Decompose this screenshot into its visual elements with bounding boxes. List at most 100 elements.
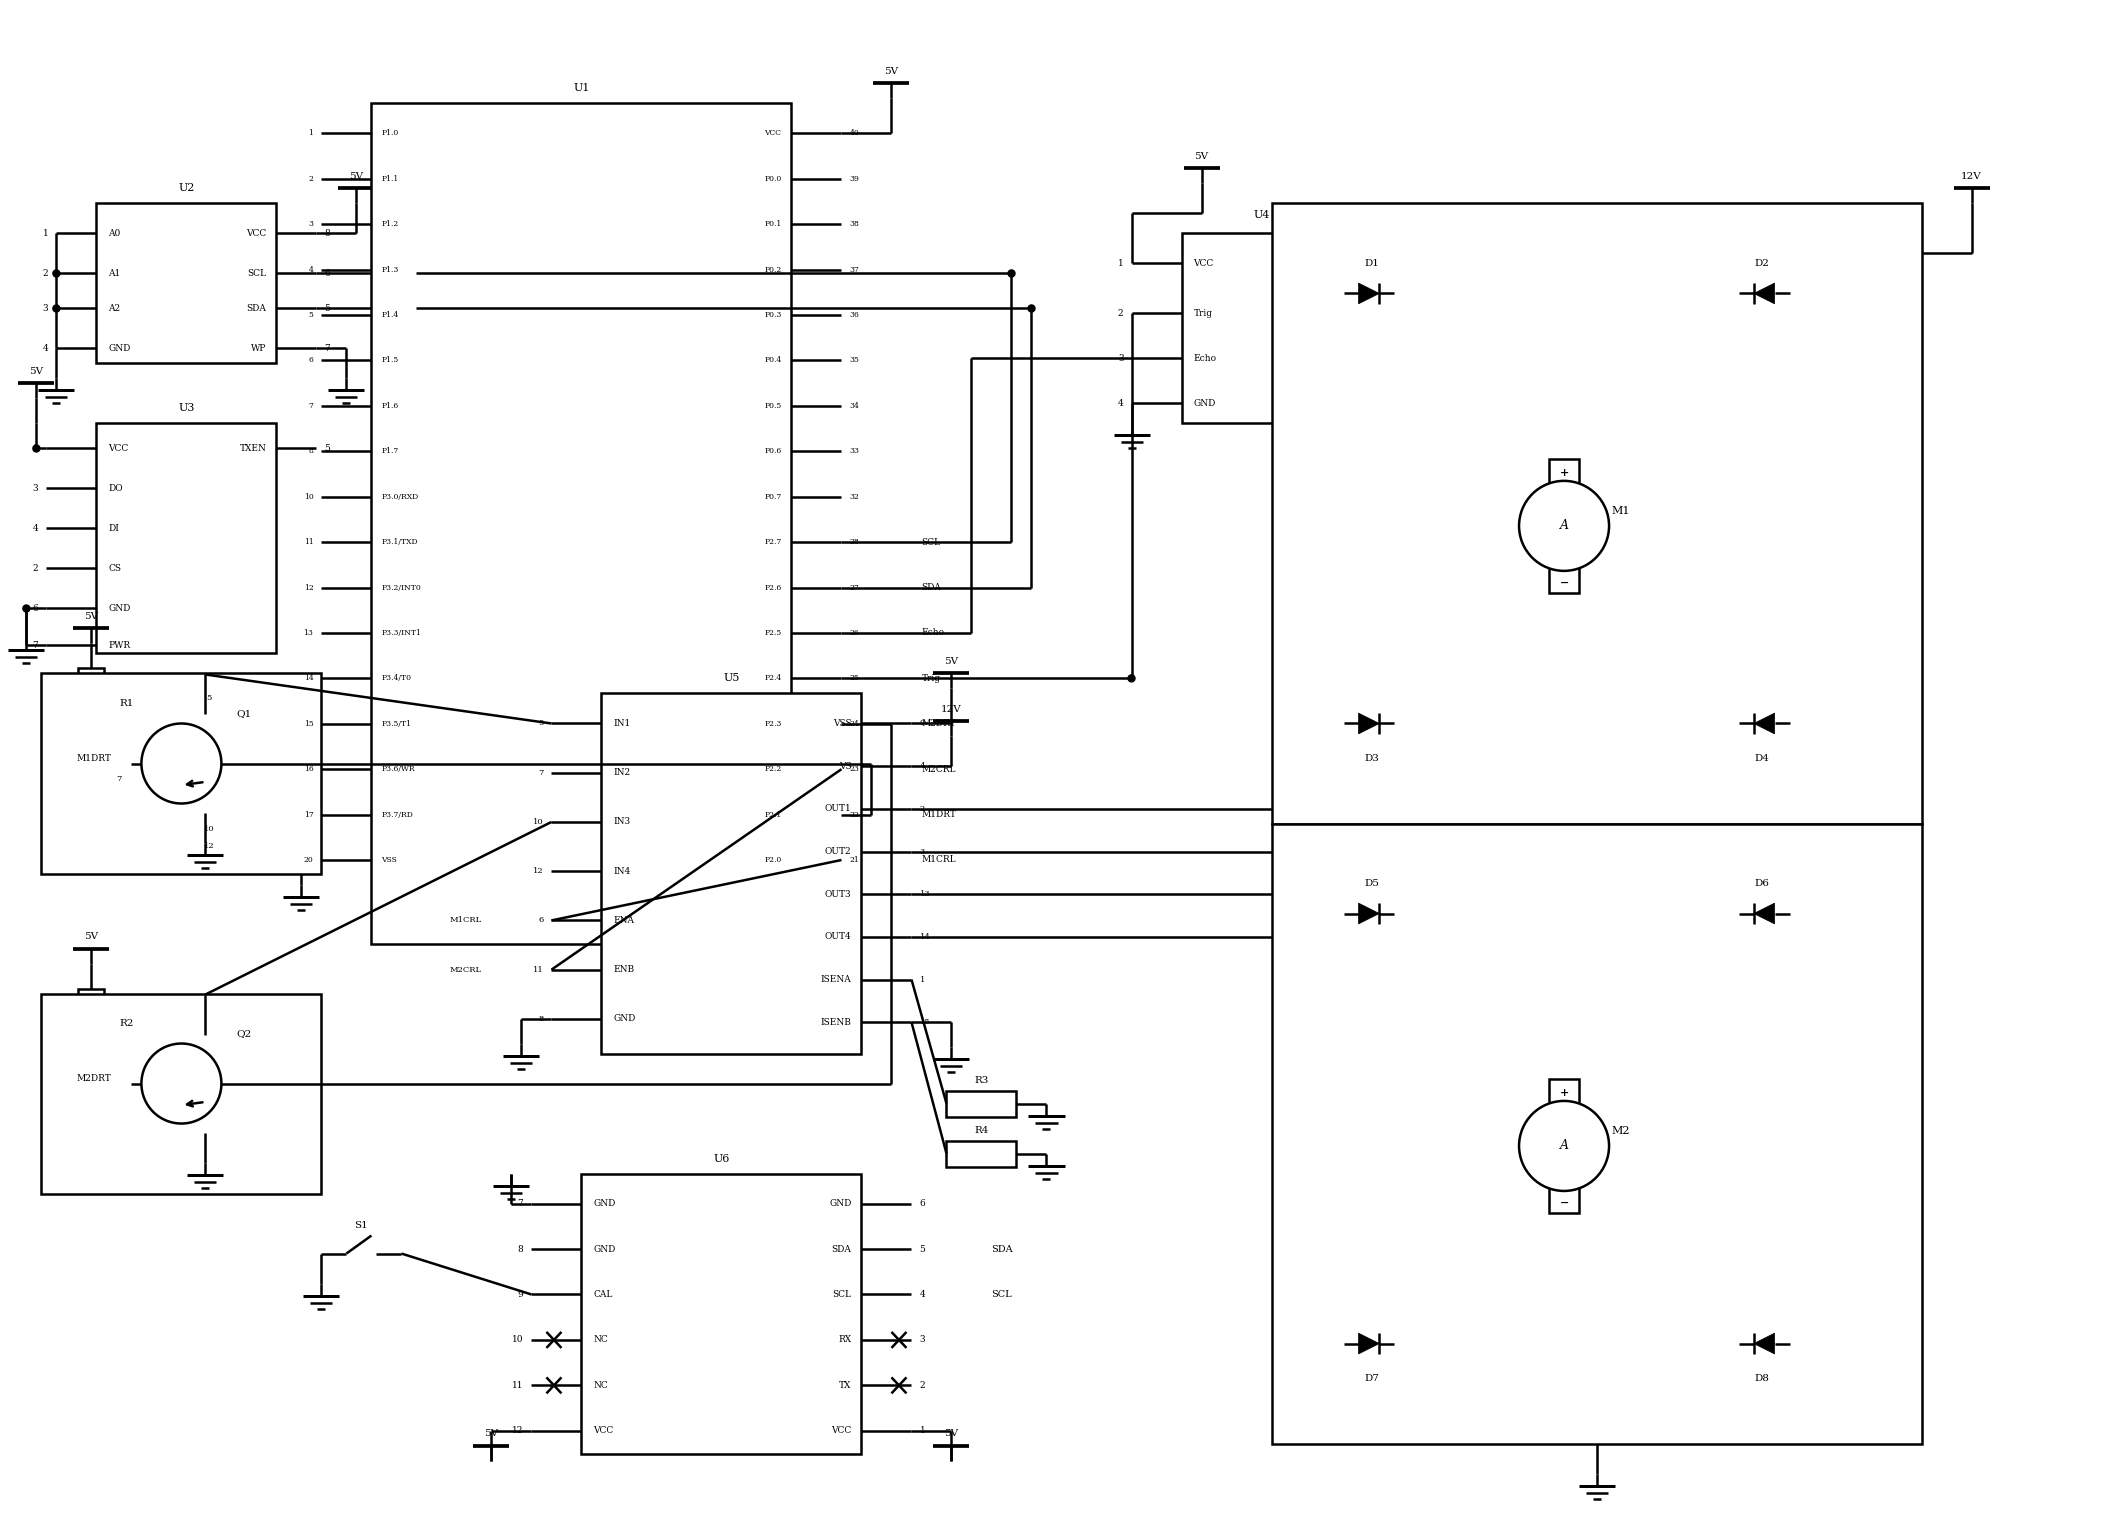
Text: 25: 25 [850, 675, 860, 683]
Text: VCC: VCC [765, 130, 782, 137]
Text: P1.0: P1.0 [381, 130, 400, 137]
Text: ISENB: ISENB [820, 1017, 852, 1026]
Text: 5V: 5V [944, 657, 959, 666]
Text: Trig: Trig [1195, 308, 1213, 318]
Text: GND: GND [829, 1199, 852, 1208]
Text: Echo: Echo [1195, 354, 1218, 363]
Text: VSS: VSS [381, 857, 397, 864]
Text: 10: 10 [204, 825, 215, 832]
Text: 12: 12 [204, 841, 215, 849]
Text: A2: A2 [109, 304, 120, 313]
Text: 3: 3 [309, 220, 313, 228]
Text: P3.4/T0: P3.4/T0 [381, 675, 412, 683]
Text: P1.2: P1.2 [381, 220, 400, 228]
Text: SCL: SCL [833, 1290, 852, 1299]
Text: 7: 7 [34, 641, 38, 651]
Text: 4: 4 [34, 524, 38, 533]
Text: P3.2/INT0: P3.2/INT0 [381, 583, 421, 591]
Text: 5: 5 [206, 695, 212, 702]
Text: 4: 4 [42, 344, 48, 353]
Bar [97, 203, 275, 363]
Circle shape [141, 1043, 221, 1124]
Text: −: − [1558, 576, 1569, 588]
Text: M2CRL: M2CRL [450, 965, 482, 974]
Text: 5: 5 [538, 719, 543, 727]
Text: M1CRL: M1CRL [921, 855, 957, 864]
Bar [946, 1141, 1016, 1167]
Text: P3.5/T1: P3.5/T1 [381, 719, 412, 728]
Text: A: A [1560, 1139, 1569, 1153]
Circle shape [1007, 270, 1016, 276]
Text: OUT1: OUT1 [824, 805, 852, 814]
Text: ENB: ENB [614, 965, 635, 974]
Text: 12: 12 [511, 1426, 524, 1435]
Circle shape [53, 270, 59, 276]
Text: 12V: 12V [1962, 173, 1981, 180]
Polygon shape [1359, 713, 1380, 734]
Polygon shape [1359, 1333, 1380, 1354]
Text: 5: 5 [919, 1245, 925, 1254]
Bar [97, 423, 275, 654]
Text: PWR: PWR [109, 641, 130, 651]
Text: 3: 3 [42, 304, 48, 313]
Bar [946, 1090, 1016, 1116]
Text: P0.0: P0.0 [763, 176, 782, 183]
Text: VCC: VCC [593, 1426, 614, 1435]
Text: 32: 32 [850, 493, 860, 501]
Text: 13: 13 [919, 890, 930, 898]
Text: 16: 16 [303, 765, 313, 773]
Text: WP: WP [250, 344, 267, 353]
Text: VCC: VCC [246, 229, 267, 238]
Text: 5: 5 [324, 304, 330, 313]
Text: SDA: SDA [991, 1245, 1014, 1254]
Text: ENA: ENA [614, 916, 635, 925]
Circle shape [1028, 305, 1035, 312]
Text: 10: 10 [532, 818, 543, 826]
Circle shape [141, 724, 221, 803]
Text: 6: 6 [538, 916, 543, 924]
Text: 7: 7 [309, 402, 313, 409]
Text: 34: 34 [850, 402, 860, 409]
Text: SDA: SDA [831, 1245, 852, 1254]
Circle shape [53, 305, 59, 312]
Text: 8: 8 [538, 1015, 543, 1023]
Text: +: + [1560, 467, 1569, 478]
Bar [1550, 1080, 1579, 1104]
Text: 26: 26 [850, 629, 860, 637]
Text: P0.4: P0.4 [763, 356, 782, 365]
Text: U2: U2 [179, 183, 196, 194]
Circle shape [23, 605, 29, 612]
Text: 5V: 5V [84, 931, 99, 941]
Text: P1.4: P1.4 [381, 312, 400, 319]
Polygon shape [1754, 713, 1775, 734]
Text: D2: D2 [1754, 260, 1769, 267]
Text: A: A [1560, 519, 1569, 533]
Text: 39: 39 [850, 176, 860, 183]
Text: 5: 5 [324, 444, 330, 454]
Text: P2.5: P2.5 [763, 629, 782, 637]
Text: Echo: Echo [921, 629, 944, 637]
Text: GND: GND [109, 605, 130, 612]
Text: P0.3: P0.3 [763, 312, 782, 319]
Bar [601, 693, 862, 1054]
Text: IN2: IN2 [614, 768, 631, 777]
Text: 7: 7 [116, 774, 122, 782]
Text: GND: GND [109, 344, 130, 353]
Text: 1: 1 [1119, 260, 1123, 267]
Text: SCL: SCL [248, 269, 267, 278]
Bar [42, 673, 322, 873]
Text: P1.7: P1.7 [381, 447, 400, 455]
Bar [1272, 203, 1922, 823]
Text: P1.1: P1.1 [381, 176, 400, 183]
Text: 23: 23 [850, 765, 860, 773]
Text: 4: 4 [1119, 399, 1123, 408]
Text: 27: 27 [850, 583, 860, 591]
Text: 10: 10 [303, 493, 313, 501]
Text: 7: 7 [517, 1199, 524, 1208]
Text: M1DRT: M1DRT [76, 754, 111, 764]
Text: TX: TX [839, 1380, 852, 1390]
Text: 2: 2 [919, 1380, 925, 1390]
Text: 28: 28 [850, 538, 860, 547]
Circle shape [1518, 1101, 1609, 1191]
Text: OUT4: OUT4 [824, 933, 852, 941]
